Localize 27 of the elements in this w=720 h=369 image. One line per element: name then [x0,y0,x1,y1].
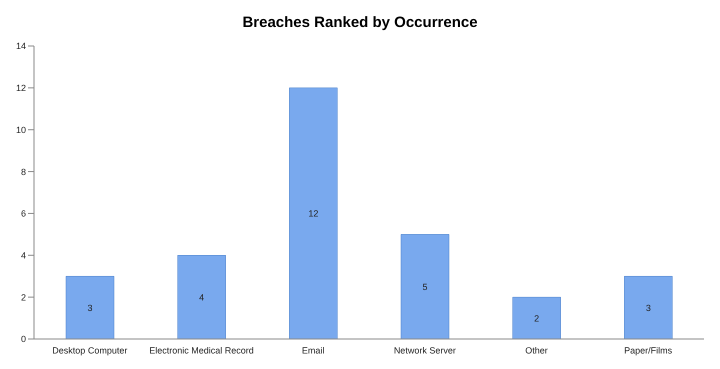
y-tick-label: 12 [16,83,26,94]
x-tick-label: Electronic Medical Record [149,345,254,356]
bar [512,296,561,339]
data-label: 12 [308,208,318,219]
x-tick-label: Email [302,345,324,356]
data-label: 4 [199,292,204,302]
y-tick-label: 6 [20,208,26,219]
bar [400,234,450,339]
data-label: 2 [534,313,540,324]
bar [289,88,338,339]
data-label: 3 [646,302,651,313]
bar [624,276,673,339]
y-tick-label: 8 [20,166,26,177]
y-tick-label: 4 [20,250,26,260]
data-label: 5 [422,282,428,292]
bar [177,255,226,339]
x-tick-label: Network Server [394,345,456,356]
x-tick-label: Paper/Films [624,345,673,356]
x-tick-label: Desktop Computer [52,345,128,356]
x-tick-label: Other [525,345,548,356]
data-label: 3 [87,302,93,313]
y-tick-label: 2 [20,292,26,302]
y-tick-label: 14 [16,41,26,52]
y-tick-label: 10 [16,124,26,135]
y-tick-label: 0 [20,334,26,344]
bar [66,276,114,339]
chart-title: Breaches Ranked by Occurrence [241,13,479,33]
